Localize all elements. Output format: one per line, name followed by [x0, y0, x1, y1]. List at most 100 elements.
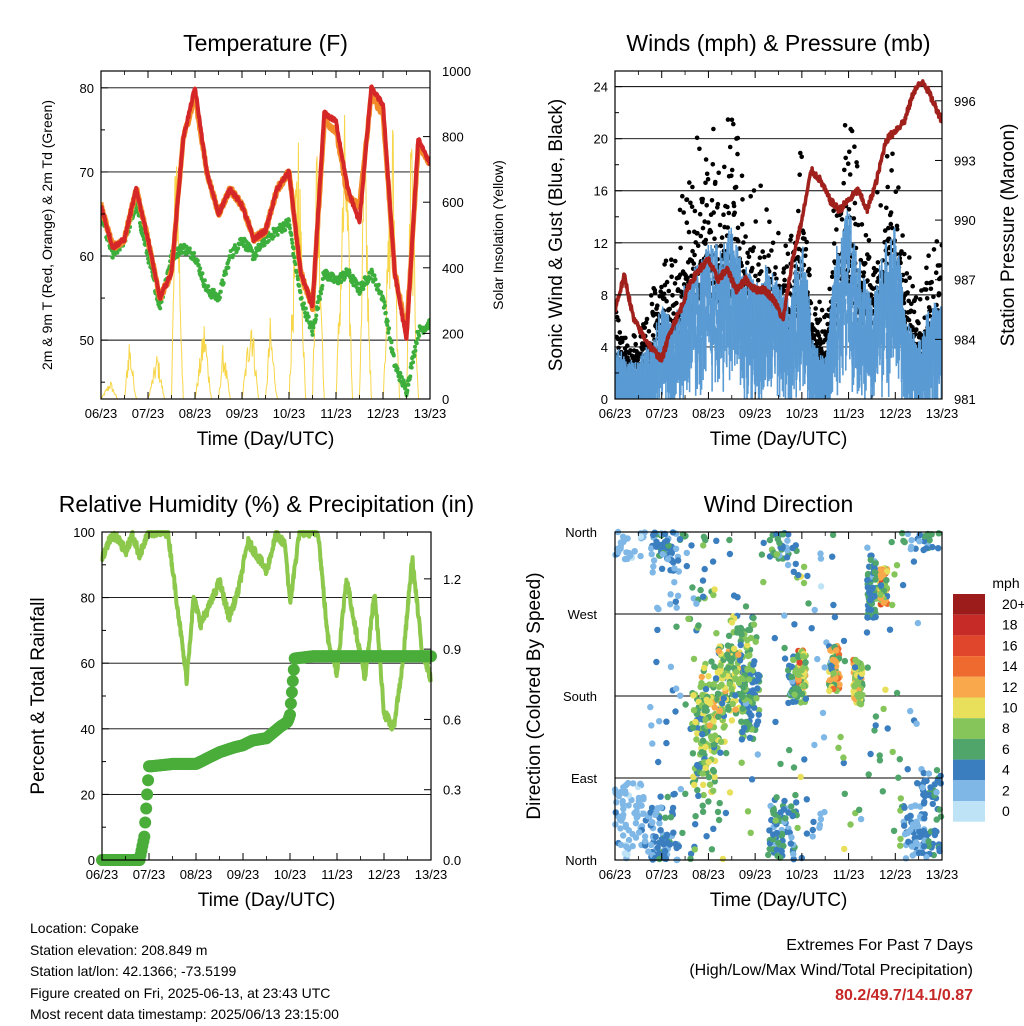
direction-point: [654, 627, 660, 633]
gust-point: [847, 150, 852, 155]
direction-point: [864, 629, 870, 635]
gust-point: [846, 161, 851, 166]
direction-point: [805, 600, 811, 606]
gust-point: [934, 270, 939, 275]
y-tick-label-right: 0.6: [443, 712, 461, 727]
dewpoint-point: [203, 278, 207, 282]
gust-point: [665, 280, 670, 285]
dewpoint-point: [314, 314, 318, 318]
gust-point: [804, 240, 809, 245]
direction-point: [713, 538, 719, 544]
direction-point: [713, 675, 719, 681]
dewpoint-point: [311, 326, 315, 330]
gust-point: [884, 206, 889, 211]
gust-point: [655, 303, 660, 308]
gust-point: [766, 253, 771, 258]
direction-point: [921, 800, 927, 806]
dewpoint-point: [302, 301, 306, 305]
relative-humidity-line: [102, 532, 431, 730]
x-tick-label: 09/23: [226, 406, 259, 421]
gust-point: [889, 168, 894, 173]
y-tick-label: 16: [594, 184, 608, 199]
direction-point: [613, 809, 619, 815]
y-axis-label: Percent & Total Rainfall: [28, 597, 49, 794]
direction-point: [788, 840, 794, 846]
gust-point: [712, 236, 717, 241]
dewpoint-point: [361, 287, 365, 291]
gust-point: [932, 247, 937, 252]
gust-point: [925, 296, 930, 301]
dewpoint-point: [405, 389, 409, 393]
direction-point: [655, 606, 661, 612]
gust-point: [756, 262, 761, 267]
direction-point: [921, 815, 927, 821]
gust-point: [721, 212, 726, 217]
direction-point: [748, 712, 754, 718]
gust-point: [680, 194, 685, 199]
dewpoint-point: [314, 317, 318, 321]
direction-point: [897, 836, 903, 842]
gust-point: [685, 220, 690, 225]
gust-point: [937, 263, 942, 268]
y-tick-label-right: 600: [442, 195, 464, 210]
direction-point: [650, 563, 656, 569]
direction-point: [889, 539, 895, 545]
direction-point: [667, 601, 673, 607]
direction-point: [867, 751, 873, 757]
dewpoint-point: [390, 340, 394, 344]
gust-point: [729, 174, 734, 179]
dewpoint-point: [307, 315, 311, 319]
dewpoint-point: [386, 319, 390, 323]
dewpoint-point: [276, 233, 280, 237]
gust-point: [896, 185, 901, 190]
gust-point: [697, 147, 702, 152]
y-tick-label-right: 981: [954, 392, 976, 407]
gust-point: [734, 185, 739, 190]
gust-point: [903, 279, 908, 284]
direction-point: [663, 719, 669, 725]
direction-point: [727, 789, 733, 795]
direction-point: [897, 756, 903, 762]
gust-point: [937, 291, 942, 296]
direction-point: [693, 736, 699, 742]
gust-point: [853, 201, 858, 206]
dewpoint-point: [288, 226, 292, 230]
gust-point: [924, 266, 929, 271]
y-tick-label: 4: [601, 340, 608, 355]
gust-point: [718, 223, 723, 228]
y-tick-label: 20: [81, 787, 95, 802]
temperature-series: [99, 87, 432, 400]
gust-point: [834, 227, 839, 232]
y-tick-label: 100: [73, 525, 95, 540]
dewpoint-point: [300, 296, 304, 300]
gust-point: [878, 203, 883, 208]
gust-point: [692, 261, 697, 266]
gust-point: [732, 211, 737, 216]
precip-point: [286, 686, 298, 698]
gust-point: [632, 334, 637, 339]
gust-point: [850, 129, 855, 134]
direction-point: [689, 584, 695, 590]
direction-point: [648, 722, 654, 728]
dewpoint-point: [311, 333, 315, 337]
gust-point: [685, 276, 690, 281]
direction-point: [695, 793, 701, 799]
gust-point: [931, 295, 936, 300]
precip-point: [284, 709, 296, 721]
x-tick-label: 13/23: [414, 406, 447, 421]
gust-point: [786, 252, 791, 257]
direction-point: [622, 850, 628, 856]
direction-point: [873, 722, 879, 728]
direction-point: [697, 587, 703, 593]
dewpoint-point: [415, 341, 419, 345]
gust-point: [818, 317, 823, 322]
dewpoint-point: [320, 284, 324, 288]
gust-point: [649, 293, 654, 298]
dewpoint-point: [387, 326, 391, 330]
y-tick-label-right: 0.0: [443, 853, 461, 868]
direction-point: [723, 810, 729, 816]
gust-point: [783, 244, 788, 249]
gust-point: [817, 300, 822, 305]
